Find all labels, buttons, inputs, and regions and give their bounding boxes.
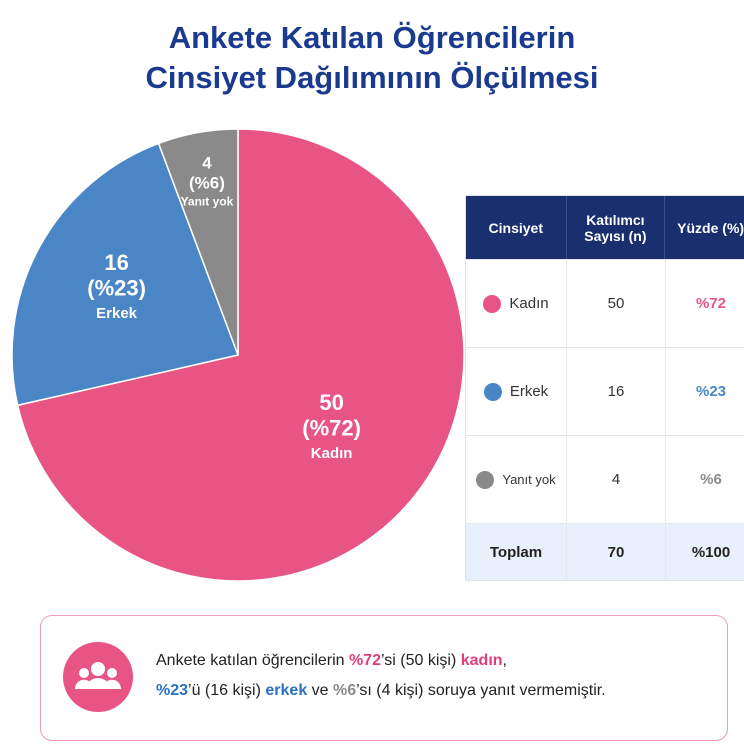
total-cell: %100 [665, 524, 744, 580]
table-row: Yanıt yok 4 %6 [466, 435, 744, 523]
table-header: Cinsiyet Katılımcı Sayısı (n) Yüzde (%) [466, 196, 744, 259]
slice-label: Yanıt yok [181, 195, 234, 209]
total-row: Toplam 70 %100 [466, 523, 744, 580]
summary-text: erkek [265, 682, 308, 699]
summary-line: Ankete katılan öğrencilerin %72’si (50 k… [156, 652, 507, 670]
cell-text: 4 [611, 471, 621, 488]
title-line: Cinsiyet Dağılımının Ölçülmesi [145, 60, 599, 95]
slice-percent: (%6) [189, 173, 225, 192]
summary-text: %72 [349, 652, 382, 669]
summary-box: Ankete katılan öğrencilerin %72’si (50 k… [40, 615, 728, 741]
table-cell: %23 [665, 348, 744, 435]
table-cell: Erkek [466, 348, 566, 435]
table-cell: 4 [566, 436, 665, 523]
table-row: Erkek 16 %23 [466, 347, 744, 435]
total-cell: 70 [566, 524, 665, 580]
cell-text: Yanıt yok [502, 472, 556, 487]
pie-chart: 50(%72) Kadın 16(%23) Erkek 4(%6) Yanıt yok [11, 128, 465, 582]
slice-label: Kadın [311, 445, 353, 462]
summary-text: ’sı (4 kişi) soruya yanıt vermemiştir. [356, 682, 606, 699]
cell-text: %72 [695, 295, 727, 312]
legend-dot [483, 294, 502, 313]
cell-text: %23 [695, 383, 727, 400]
slice-value: 4 [202, 154, 212, 173]
pie-slice [157, 128, 239, 356]
summary-text: Ankete katılan öğrencilerin [156, 652, 349, 669]
header-cell: Cinsiyet [488, 219, 543, 236]
summary-text: ’ü (16 kişi) [188, 682, 266, 699]
slice-percent: (%72) [302, 415, 361, 440]
slice-percent: (%23) [87, 275, 146, 300]
pie-slice [16, 128, 465, 582]
pie-slice [11, 142, 240, 407]
people-icon [63, 642, 133, 712]
cell-text: %6 [700, 471, 722, 488]
table-cell: 50 [566, 260, 665, 347]
legend-dot [476, 470, 495, 489]
cell-text: 16 [607, 383, 625, 400]
total-cell: Toplam [489, 543, 543, 561]
cell-text: 50 [607, 295, 625, 312]
table: Cinsiyet Katılımcı Sayısı (n) Yüzde (%) Kad… [465, 195, 744, 581]
summary-text: kadın [460, 652, 503, 669]
summary-line: %23’ü (16 kişi) erkek ve %6’sı (4 kişi) … [156, 682, 606, 700]
header-cell: Yüzde (%) [664, 196, 744, 259]
summary-text: ’si (50 kişi) [381, 652, 461, 669]
cell-text: Erkek [509, 383, 549, 400]
table-cell: %72 [665, 260, 744, 347]
summary-text: %6 [333, 682, 357, 699]
slice-label: Erkek [96, 305, 138, 322]
summary-text: %23 [156, 682, 189, 699]
table-cell: 16 [566, 348, 665, 435]
cell-text: Kadın [509, 295, 549, 312]
legend-dot [483, 382, 502, 401]
table-cell: Kadın [466, 260, 566, 347]
summary-text: ve [307, 682, 334, 699]
table-cell: %6 [665, 436, 744, 523]
slice-value: 16 [104, 250, 128, 275]
table-row: Kadın 50 %72 [466, 259, 744, 347]
title-line: Ankete Katılan Öğrencilerin [168, 20, 576, 55]
summary-text: , [502, 652, 507, 669]
slice-value: 50 [319, 390, 343, 415]
table-cell: Yanıt yok [466, 436, 566, 523]
header-cell: Katılımcı Sayısı (n) [565, 196, 665, 259]
